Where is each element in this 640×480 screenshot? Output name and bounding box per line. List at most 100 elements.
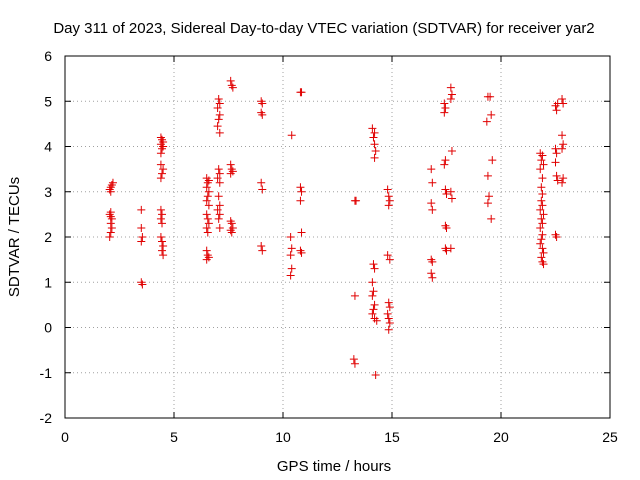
data-point: [158, 169, 167, 178]
chart-title: Day 311 of 2023, Sidereal Day-to-day VTE…: [53, 20, 594, 37]
data-point: [158, 237, 167, 246]
data-point: [370, 128, 379, 137]
data-point: [538, 190, 547, 199]
data-point: [385, 303, 394, 312]
data-point: [553, 176, 562, 185]
data-point: [537, 183, 546, 192]
data-point: [371, 371, 380, 380]
data-point: [370, 264, 379, 273]
data-point: [258, 99, 267, 108]
data-point: [215, 201, 224, 210]
data-point: [202, 223, 211, 232]
data-point: [158, 210, 167, 219]
data-point: [226, 217, 235, 226]
data-point: [446, 244, 455, 253]
data-point: [257, 242, 266, 251]
data-point: [137, 237, 146, 246]
data-point: [441, 221, 450, 230]
data-point: [202, 183, 211, 192]
data-point: [137, 223, 146, 232]
data-point: [296, 183, 305, 192]
data-point: [428, 178, 437, 187]
data-point: [369, 287, 378, 296]
data-point: [447, 90, 456, 99]
data-point: [384, 192, 393, 201]
data-point: [258, 185, 267, 194]
y-tick-label: -1: [40, 365, 53, 381]
data-point: [204, 187, 213, 196]
y-tick-label: 3: [44, 184, 52, 200]
data-points: [105, 76, 568, 380]
data-point: [537, 235, 546, 244]
data-point: [203, 178, 212, 187]
data-point: [559, 99, 568, 108]
data-point: [297, 187, 306, 196]
data-point: [427, 165, 436, 174]
data-point: [106, 208, 115, 217]
data-point: [159, 165, 168, 174]
data-point: [156, 174, 165, 183]
data-point: [446, 83, 455, 92]
data-point: [538, 174, 547, 183]
data-point: [107, 214, 116, 223]
data-point: [258, 110, 267, 119]
data-point: [227, 165, 236, 174]
data-point: [352, 196, 361, 205]
data-point: [105, 210, 114, 219]
data-point: [215, 110, 224, 119]
data-point: [370, 314, 379, 323]
data-point: [106, 228, 115, 237]
data-point: [537, 196, 546, 205]
data-point: [559, 174, 568, 183]
data-point: [226, 226, 235, 235]
data-point: [203, 251, 212, 260]
data-point: [536, 149, 545, 158]
data-point: [156, 214, 165, 223]
data-point: [214, 115, 223, 124]
data-point: [552, 149, 561, 158]
data-point: [488, 156, 497, 165]
data-point: [202, 210, 211, 219]
data-point: [204, 176, 213, 185]
x-tick-label: 15: [384, 429, 400, 445]
data-point: [372, 316, 381, 325]
data-point: [286, 271, 295, 280]
data-point: [202, 246, 211, 255]
data-point: [287, 244, 296, 253]
data-point: [441, 185, 450, 194]
y-axis-label: SDTVAR / TECUs: [6, 177, 23, 297]
data-point: [156, 149, 165, 158]
data-point: [213, 174, 222, 183]
data-point: [368, 291, 377, 300]
data-point: [536, 165, 545, 174]
data-point: [551, 230, 560, 239]
data-point: [213, 104, 222, 113]
data-point: [226, 76, 235, 85]
x-axis-label: GPS time / hours: [277, 458, 391, 475]
data-point: [440, 99, 449, 108]
data-point: [369, 260, 378, 269]
data-point: [385, 196, 394, 205]
data-point: [370, 140, 379, 149]
data-point: [215, 128, 224, 137]
data-point: [227, 228, 236, 237]
data-point: [538, 151, 547, 160]
data-point: [537, 156, 546, 165]
data-point: [537, 253, 546, 262]
data-point: [558, 94, 567, 103]
data-point: [158, 144, 167, 153]
data-point: [558, 144, 567, 153]
y-tick-label: 2: [44, 229, 52, 245]
data-point: [203, 228, 212, 237]
data-point: [552, 233, 561, 241]
data-point: [215, 210, 224, 219]
data-point: [258, 246, 267, 255]
data-point: [371, 147, 380, 156]
data-point: [486, 92, 495, 101]
data-point: [383, 309, 392, 318]
data-point: [106, 219, 115, 228]
data-point: [442, 246, 451, 255]
data-point: [350, 291, 359, 300]
data-point: [158, 135, 167, 144]
